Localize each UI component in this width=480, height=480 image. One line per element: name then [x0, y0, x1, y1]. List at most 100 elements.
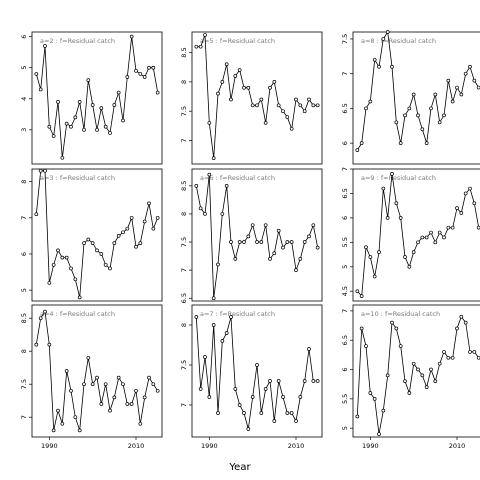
x-tick-label: 2010: [288, 442, 305, 450]
data-point: [359, 294, 364, 298]
data-point: [420, 127, 425, 132]
data-point: [82, 127, 86, 132]
data-point: [142, 395, 147, 400]
data-point: [294, 419, 298, 423]
panel-title: a=6 : f=Residual catch: [200, 174, 275, 182]
y-tick-label: 8: [20, 349, 28, 353]
data-point: [368, 391, 373, 395]
y-tick-label: 5.5: [341, 394, 349, 404]
data-point: [108, 131, 112, 135]
data-point: [73, 415, 78, 420]
data-point: [125, 226, 130, 231]
panel-4: 5 6 7 8 a=3 : f=Residual catch: [20, 168, 163, 302]
data-point: [73, 115, 78, 120]
panel-frame: [31, 304, 163, 438]
data-point: [155, 215, 160, 220]
data-point: [224, 184, 229, 188]
data-point: [311, 223, 316, 228]
data-point: [472, 78, 477, 83]
data-point: [411, 250, 416, 254]
data-point: [56, 248, 60, 253]
data-point: [268, 85, 272, 90]
data-point: [433, 92, 438, 97]
data-point: [476, 355, 480, 360]
data-point: [237, 403, 242, 407]
data-point: [121, 230, 125, 235]
data-point: [246, 85, 251, 90]
y-tick-label: 4: [20, 97, 28, 101]
data-point: [468, 186, 472, 191]
data-point: [394, 120, 399, 125]
data-point: [138, 72, 143, 76]
data-point: [403, 255, 407, 259]
data-point: [60, 255, 65, 260]
data-point: [207, 121, 212, 125]
data-point: [429, 230, 433, 235]
data-point: [69, 124, 73, 129]
data-point: [289, 240, 294, 244]
data-point: [147, 65, 151, 70]
y-tick-label: 7: [341, 72, 349, 76]
data-point: [311, 379, 316, 383]
data-point: [155, 388, 160, 393]
data-point: [99, 402, 104, 406]
data-point: [198, 387, 203, 391]
series-line: [35, 310, 159, 431]
data-point: [398, 141, 403, 146]
y-tick-label: 7.5: [180, 106, 188, 116]
data-point: [112, 395, 117, 400]
data-point: [134, 388, 138, 393]
panel-title: a=5 : f=Residual catch: [200, 37, 275, 45]
data-point: [476, 85, 480, 90]
data-point: [86, 355, 91, 360]
data-point: [459, 314, 464, 319]
data-point: [51, 262, 56, 267]
data-point: [463, 320, 468, 325]
data-point: [151, 382, 156, 387]
data-point: [255, 240, 259, 244]
data-point: [281, 245, 285, 250]
data-point: [194, 315, 199, 319]
panel-frame: [31, 31, 163, 165]
data-point: [138, 241, 143, 245]
data-point: [220, 212, 225, 216]
data-point: [355, 148, 360, 152]
data-point: [134, 68, 138, 73]
data-point: [446, 225, 451, 230]
data-point: [472, 201, 477, 206]
panel-9: 5 5.5 6 6.5 7 1990 2010 a=10 : f=Residual catch: [341, 304, 480, 450]
data-point: [377, 250, 381, 254]
data-point: [259, 240, 264, 244]
data-point: [463, 191, 468, 196]
data-point: [103, 262, 108, 267]
data-point: [285, 411, 290, 415]
y-tick-label: 8: [180, 323, 188, 327]
panel-2: 7 7.5 8 8.5 a=5 : f=Residual catch: [180, 31, 323, 165]
data-point: [47, 124, 52, 129]
data-point: [272, 419, 277, 423]
data-point: [220, 339, 225, 343]
data-point: [446, 78, 451, 83]
data-point: [43, 44, 47, 48]
data-point: [125, 402, 130, 406]
data-point: [112, 103, 117, 107]
y-tick-label: 5: [341, 426, 349, 430]
panel-frame: [352, 31, 480, 165]
x-tick-label: 1990: [362, 442, 379, 450]
data-point: [276, 228, 281, 233]
data-point: [155, 90, 160, 95]
data-point: [142, 75, 147, 79]
y-tick-label: 7: [180, 403, 188, 407]
data-point: [398, 344, 403, 348]
data-point: [455, 326, 459, 331]
data-point: [95, 127, 99, 132]
data-point: [43, 168, 47, 173]
data-point: [407, 106, 412, 111]
series-line: [35, 170, 159, 298]
data-point: [272, 251, 277, 256]
data-point: [233, 74, 238, 78]
data-point: [194, 44, 199, 49]
data-point: [211, 323, 216, 327]
data-point: [99, 106, 104, 110]
